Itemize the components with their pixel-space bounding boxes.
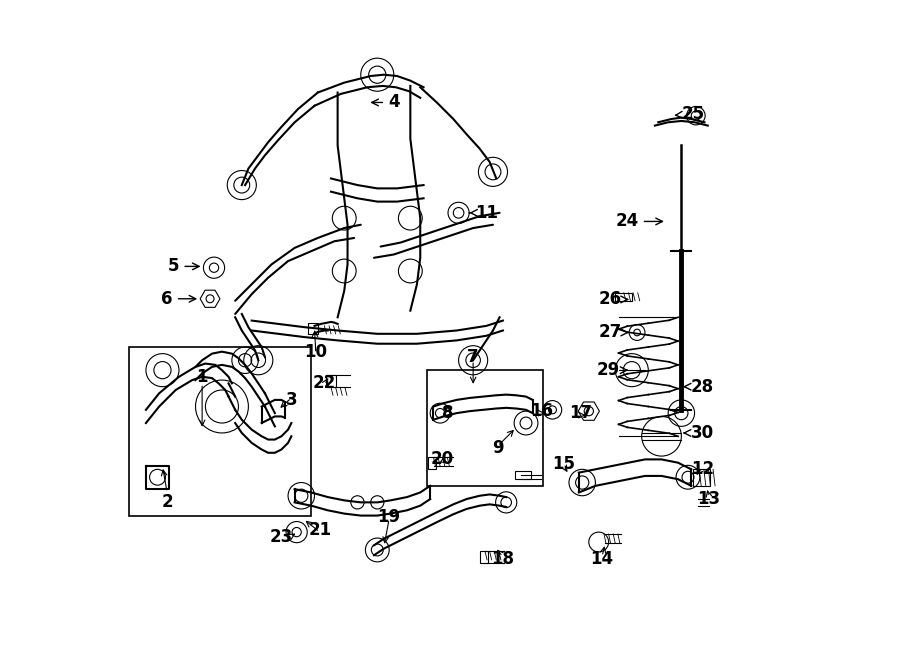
Text: 9: 9 [491,439,503,457]
Text: 16: 16 [530,402,553,420]
Bar [428,457,436,469]
Text: 8: 8 [442,404,454,422]
Text: 18: 18 [491,549,515,568]
Text: 1: 1 [196,368,208,386]
Text: 22: 22 [313,374,336,393]
Text: 5: 5 [168,257,199,276]
Bar [693,469,710,486]
Text: 4: 4 [372,93,400,112]
Text: 7: 7 [467,348,479,366]
Text: 19: 19 [378,508,400,526]
Text: 20: 20 [430,450,454,469]
Text: 25: 25 [676,104,705,123]
Text: 11: 11 [469,204,498,222]
Polygon shape [578,402,599,420]
Bar [616,293,632,301]
Text: 29: 29 [597,361,627,379]
Bar [515,471,531,479]
Text: 12: 12 [691,460,714,479]
Text: 28: 28 [684,377,714,396]
Text: 2: 2 [161,493,173,512]
Bar [326,375,336,387]
Text: 30: 30 [684,424,714,442]
Text: 10: 10 [304,342,328,361]
Bar [308,323,318,334]
Text: 24: 24 [616,212,662,231]
Text: 26: 26 [598,290,627,309]
Bar [480,551,489,563]
Text: 21: 21 [308,521,331,539]
Text: 15: 15 [553,455,575,473]
Text: 23: 23 [270,527,293,546]
Text: 14: 14 [590,549,614,568]
Bar [427,370,543,486]
Text: 17: 17 [570,404,592,422]
Text: 13: 13 [698,490,721,508]
Text: 27: 27 [598,323,628,342]
Text: 3: 3 [285,391,297,409]
Text: 6: 6 [161,290,196,308]
Polygon shape [200,290,220,307]
Bar [130,347,311,516]
